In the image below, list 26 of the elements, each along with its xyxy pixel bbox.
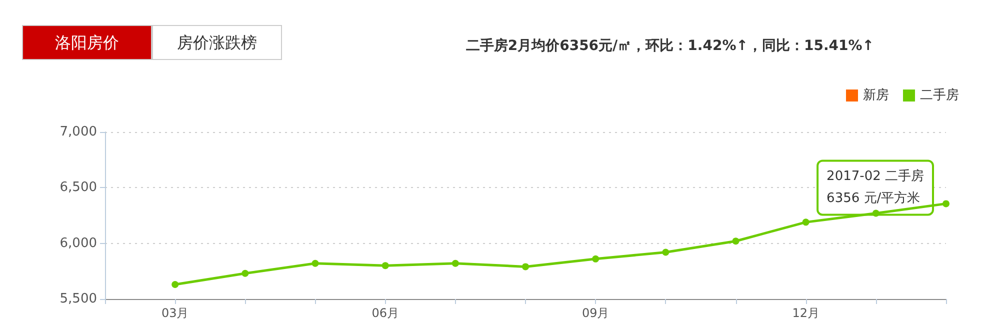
point [802, 218, 810, 226]
x-tick-label: 03月 [161, 306, 189, 320]
point [172, 281, 179, 288]
y-tick-label: 7,000 [60, 124, 97, 140]
x-tick-label: 06月 [372, 306, 399, 320]
point [592, 255, 600, 262]
y-tick-label: 6,500 [60, 180, 97, 196]
point [522, 263, 529, 270]
tab-button: 房价涨跌榜 [152, 25, 282, 60]
y-tick-label: 6,000 [60, 236, 97, 251]
annotation: 2017-02 二手房 6356 元/平方米 [826, 168, 924, 206]
point [872, 210, 880, 217]
legend-label: 新房 [863, 87, 889, 103]
tab-button: 洛阳房价 [22, 25, 152, 60]
legend-label: 二手房 [920, 87, 959, 103]
point [662, 248, 670, 256]
point [732, 238, 740, 245]
point [382, 262, 389, 270]
point [242, 270, 249, 277]
point [942, 200, 950, 208]
point [312, 260, 319, 267]
y-tick-label: 5,500 [60, 292, 97, 306]
point [452, 260, 459, 267]
x-tick-label: 12月 [792, 306, 820, 320]
chart-title: 二手房2月均价6356元/㎡，环比：1.42%↑，同比：15.41%↑ [466, 37, 874, 54]
x-tick-label: 09月 [582, 306, 610, 320]
